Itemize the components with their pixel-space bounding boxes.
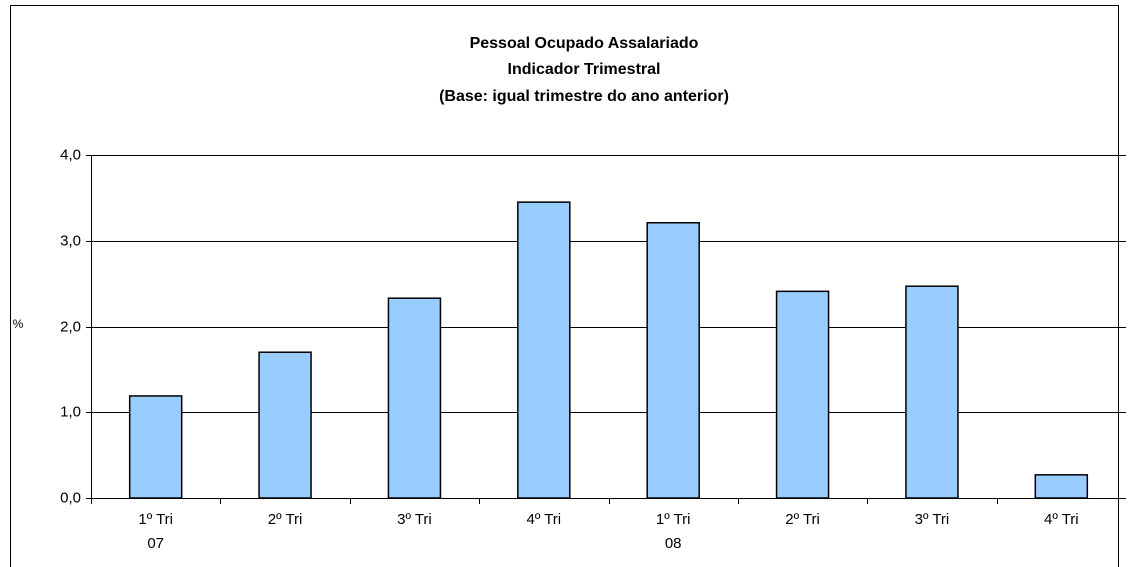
y-tick-label: 0,0 [60,489,81,506]
y-tick-label: 1,0 [60,403,81,420]
y-axis-label: % [13,317,24,331]
x-tick-label: 2º Tri [785,511,820,528]
x-group-label: 07 [147,535,164,552]
x-group-label: 08 [665,535,682,552]
chart-subtitle: (Base: igual trimestre do ano anterior) [439,88,729,105]
bar [258,351,312,499]
bar [775,290,830,499]
bar [905,285,959,499]
x-tick-label: 2º Tri [268,511,303,528]
bar [387,297,442,499]
bar [128,395,183,499]
bar [517,201,571,499]
x-tick-label: 3º Tri [397,511,432,528]
x-tick-label: 1º Tri [656,511,691,528]
chart-border [10,5,1119,567]
chart-title: Pessoal Ocupado Assalariado [470,35,699,52]
bar [1034,474,1089,499]
bar [646,221,700,499]
chart-subtitle: Indicador Trimestral [508,61,661,78]
x-tick-label: 1º Tri [138,511,173,528]
y-tick-label: 4,0 [60,146,81,163]
x-tick-label: 4º Tri [526,511,561,528]
y-tick-label: 2,0 [60,318,81,335]
x-tick-label: 4º Tri [1044,511,1079,528]
y-tick-label: 3,0 [60,232,81,249]
x-tick-label: 3º Tri [915,511,950,528]
